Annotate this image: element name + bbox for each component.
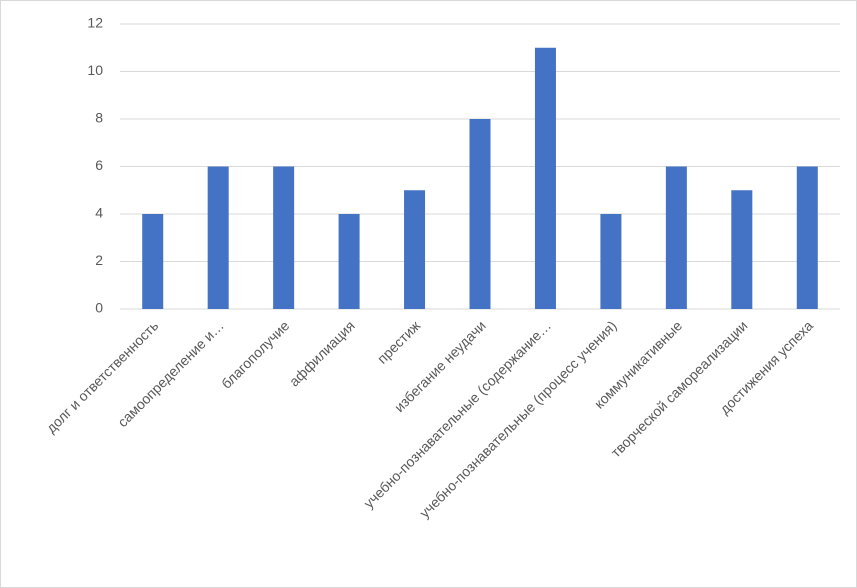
y-tick-label: 8 — [95, 110, 103, 126]
bar — [142, 214, 164, 309]
bar — [273, 166, 295, 309]
bar — [534, 47, 556, 309]
bar — [731, 190, 753, 309]
bar — [600, 214, 622, 309]
y-tick-label: 0 — [95, 300, 103, 316]
bar — [207, 166, 229, 309]
y-tick-label: 2 — [95, 252, 103, 268]
bar — [665, 166, 687, 309]
bar — [338, 214, 360, 309]
y-tick-label: 10 — [87, 62, 103, 78]
bar — [404, 190, 426, 309]
y-tick-label: 6 — [95, 157, 103, 173]
bar — [469, 119, 491, 309]
y-tick-label: 4 — [95, 205, 103, 221]
bar — [796, 166, 818, 309]
y-tick-label: 12 — [87, 15, 103, 31]
